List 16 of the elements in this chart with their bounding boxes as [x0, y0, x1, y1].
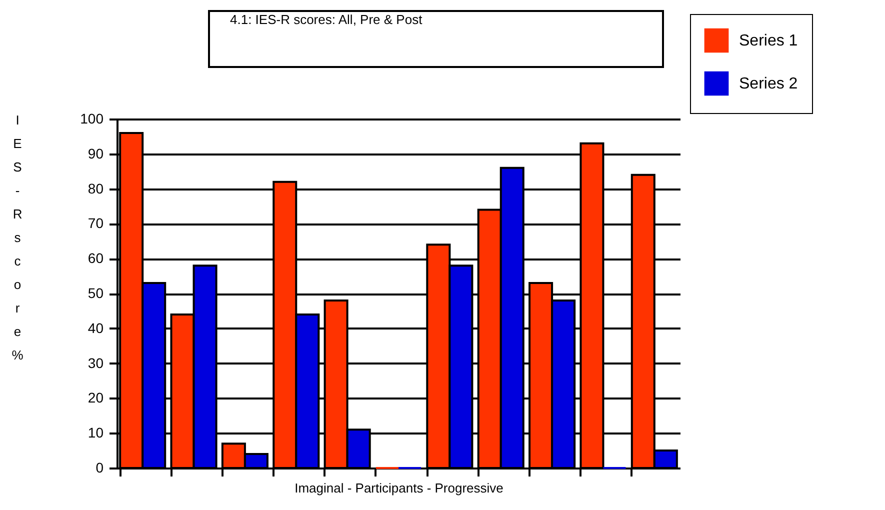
legend-label: Series 2 [739, 76, 798, 92]
y-tick-label: 70 [88, 215, 104, 232]
y-tick-label: 50 [88, 285, 104, 301]
y-tick-label: 0 [96, 460, 104, 476]
y-tick-label: 30 [88, 354, 104, 371]
y-tick-label: 60 [88, 250, 104, 266]
y-tick-label: 20 [88, 390, 104, 406]
y-tick-label: 100 [80, 110, 104, 126]
y-tick-label: 90 [88, 145, 104, 162]
x-axis-title: Imaginal - Participants - Progressive [294, 480, 504, 496]
legend-label: Series 1 [739, 32, 798, 50]
y-tick-label: 10 [88, 424, 104, 441]
text: IES-R score % [12, 112, 24, 362]
chart-title: 4.1: IES-R scores: All, Pre & Post [208, 10, 664, 68]
y-tick-label: 80 [88, 180, 104, 196]
y-tick-label: 40 [88, 320, 104, 336]
